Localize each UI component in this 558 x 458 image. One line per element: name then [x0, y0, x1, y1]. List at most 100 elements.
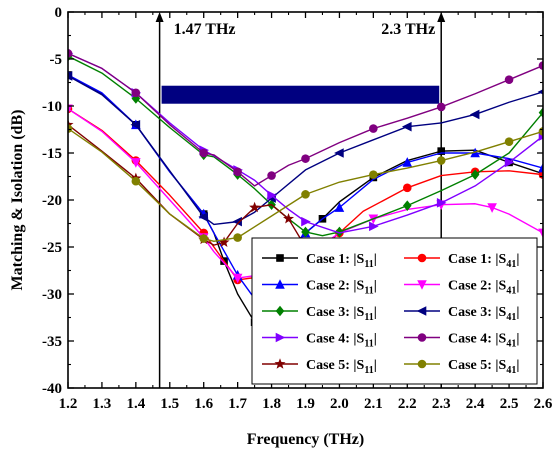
legend-label-subscript: 11 — [364, 365, 373, 376]
data-point — [504, 157, 515, 168]
legend-swatch-marker — [275, 332, 286, 343]
legend-swatch-marker — [417, 253, 427, 263]
data-point — [504, 75, 514, 84]
data-point — [301, 190, 310, 199]
axes: 1.2 1.3 1.4 1.5 1.6 1.7 1.8 1.9 2.0 2.1 2.2 2.3 2.4 2… — [9, 5, 553, 448]
data-point — [437, 147, 446, 155]
data-point — [436, 102, 446, 112]
legend-label-end: | — [374, 305, 377, 320]
data-point — [68, 49, 73, 58]
annotation-label-1: 1.47 THz — [174, 21, 236, 38]
data-point — [487, 203, 497, 213]
y-tick-label: -5 — [50, 52, 63, 68]
legend-label-subscript: 41 — [506, 339, 516, 350]
data-point — [130, 120, 141, 130]
legend-item-5: Case 3: |S11| — [262, 305, 377, 323]
legend-swatch-marker — [417, 333, 427, 342]
series-line-8 — [68, 52, 543, 187]
data-point — [199, 234, 209, 243]
data-point — [267, 171, 276, 180]
legend-label: Case 1: |S11| — [306, 252, 377, 270]
data-point — [68, 71, 73, 81]
legend-label-main: Case 3: |S — [306, 305, 365, 320]
x-tick-label: 2.0 — [330, 396, 349, 412]
data-point — [267, 190, 277, 201]
data-point — [249, 201, 261, 213]
legend-label-end: | — [516, 305, 519, 320]
data-point — [369, 170, 378, 179]
legend-label: Case 5: |S11| — [306, 358, 377, 376]
data-point — [233, 233, 242, 242]
y-axis-title: Matching & Isolation (dB) — [9, 110, 26, 291]
y-tick-label: -20 — [42, 193, 62, 209]
legend-item-7: Case 4: |S11| — [262, 332, 377, 350]
legend-swatch-marker — [416, 306, 427, 316]
x-tick-label: 1.5 — [160, 396, 179, 412]
x-tick-label: 1.6 — [194, 396, 213, 412]
data-point — [334, 202, 345, 212]
x-tick-label: 1.3 — [93, 396, 112, 412]
legend-label-end: | — [374, 279, 377, 294]
legend-swatch-marker — [275, 305, 285, 317]
y-tick-label: -25 — [42, 240, 62, 256]
x-axis-title: Frequency (THz) — [247, 431, 364, 448]
data-point — [199, 148, 209, 158]
legend-label: Case 5: |S41| — [448, 358, 519, 376]
legend: Case 1: |S11| Case 1: |S41|Case 2: |S11| C… — [251, 237, 538, 385]
data-point — [131, 88, 141, 98]
legend-label-end: | — [516, 279, 519, 294]
legend-label-main: Case 3: |S — [448, 305, 507, 320]
x-tick-label: 1.7 — [228, 396, 247, 412]
x-tick-label: 2.6 — [534, 396, 553, 412]
data-point — [232, 216, 242, 227]
legend-label-subscript: 41 — [506, 365, 516, 376]
legend-label: Case 3: |S41| — [448, 305, 519, 323]
x-tick-label: 1.2 — [59, 396, 78, 412]
legend-label-end: | — [516, 252, 519, 267]
data-point — [538, 107, 543, 118]
y-tick-label: -10 — [42, 99, 62, 115]
legend-item-9: Case 5: |S11| — [262, 358, 377, 376]
series-10 — [68, 124, 543, 243]
legend-swatch-marker — [417, 359, 427, 369]
data-point — [436, 156, 446, 165]
legend-swatch-marker — [417, 280, 427, 290]
legend-label-end: | — [374, 358, 377, 373]
data-point — [402, 157, 413, 167]
legend-item-3: Case 2: |S11| — [262, 279, 377, 297]
legend-label-main: Case 4: |S — [306, 332, 365, 347]
data-point — [369, 221, 379, 232]
data-point — [301, 216, 311, 227]
legend-label-subscript: 11 — [364, 286, 373, 297]
data-point — [233, 167, 242, 177]
legend-label-main: Case 2: |S — [448, 279, 507, 294]
data-point — [538, 228, 543, 239]
x-tick-label: 1.8 — [262, 396, 281, 412]
legend-item-8: Case 4: |S41| — [404, 332, 519, 350]
data-point — [538, 61, 543, 70]
x-tick-label: 2.4 — [466, 396, 485, 412]
y-tick-label: 0 — [55, 5, 63, 21]
legend-box — [251, 237, 538, 385]
data-point — [504, 137, 514, 147]
legend-label-main: Case 5: |S — [448, 358, 507, 373]
legend-label-subscript: 11 — [364, 339, 373, 350]
legend-item-10: Case 5: |S41| — [404, 358, 519, 376]
data-point — [198, 212, 209, 222]
legend-label-subscript: 11 — [364, 259, 373, 270]
data-point — [335, 226, 344, 238]
data-point — [131, 176, 141, 186]
legend-label-end: | — [516, 358, 519, 373]
legend-label-end: | — [374, 252, 377, 267]
data-point — [218, 236, 230, 247]
x-tick-label: 1.9 — [296, 396, 315, 412]
y-tick-label: -30 — [42, 287, 62, 303]
data-point — [301, 154, 310, 163]
data-point — [470, 169, 480, 180]
data-point — [232, 273, 243, 284]
series-line-10 — [68, 127, 543, 243]
y-tick-label: -40 — [42, 381, 62, 397]
series-line-7 — [68, 52, 543, 234]
y-tick-label: -35 — [42, 334, 62, 350]
